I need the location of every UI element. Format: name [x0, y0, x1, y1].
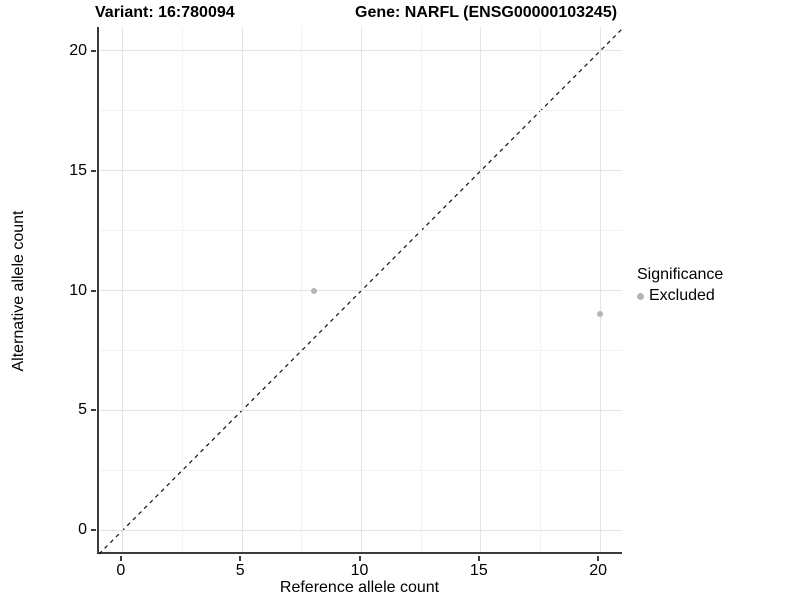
grid-minor-horizontal [99, 469, 622, 471]
grid-major-vertical [361, 27, 362, 552]
x-axis-tick-label: 20 [589, 562, 608, 579]
plot-panel [97, 26, 625, 555]
x-axis-tick [119, 556, 122, 561]
plot-title-variant: Variant: 16:780094 [95, 4, 235, 21]
grid-major-horizontal [99, 290, 622, 291]
grid-minor-vertical [420, 27, 422, 552]
legend-title: Significance [637, 266, 724, 283]
grid-minor-horizontal [99, 110, 622, 112]
y-axis-tick-label: 20 [69, 41, 87, 59]
grid-minor-horizontal [99, 349, 622, 351]
y-axis-label: Alternative allele count [10, 210, 27, 372]
x-axis-tick-label: 5 [235, 562, 245, 579]
x-axis-tick [477, 556, 480, 561]
x-axis-tick-label: 10 [350, 562, 369, 579]
legend-item-excluded: Excluded [637, 287, 723, 305]
y-axis-tick [91, 289, 96, 292]
x-axis-label: Reference allele count [279, 579, 440, 596]
grid-minor-vertical [182, 27, 184, 552]
y-axis-tick-label: 5 [78, 401, 87, 419]
x-axis-tick-label: 15 [469, 562, 488, 579]
grid-minor-vertical [539, 27, 541, 552]
legend: Significance Excluded [637, 266, 723, 305]
x-axis-tick [239, 556, 242, 561]
grid-major-vertical [480, 27, 482, 552]
y-axis-tick-label: 15 [69, 161, 87, 179]
grid-minor-vertical [301, 27, 303, 552]
grid-major-vertical [122, 27, 124, 552]
grid-major-vertical [241, 27, 243, 552]
grid-major-vertical [599, 27, 601, 552]
y-axis-tick-label: 10 [69, 281, 87, 299]
grid-major-horizontal [99, 50, 622, 52]
y-axis-tick-label: 0 [78, 521, 87, 539]
y-axis-tick [91, 49, 96, 52]
y-axis-tick [91, 409, 96, 412]
grid-minor-horizontal [99, 230, 622, 232]
legend-key-dot-icon [637, 292, 644, 300]
grid-major-horizontal [99, 409, 622, 411]
x-axis-tick-label: 0 [116, 562, 126, 579]
data-point [310, 287, 317, 294]
y-axis-tick [91, 169, 96, 172]
y-axis-tick [91, 529, 96, 532]
x-axis-tick [358, 556, 361, 561]
legend-item-label: Excluded [649, 287, 715, 304]
grid-major-horizontal [99, 170, 622, 172]
grid-major-horizontal [99, 529, 622, 531]
x-axis-tick [597, 556, 600, 561]
data-point [597, 311, 604, 318]
plot-title-gene: Gene: NARFL (ENSG00000103245) [355, 4, 618, 21]
